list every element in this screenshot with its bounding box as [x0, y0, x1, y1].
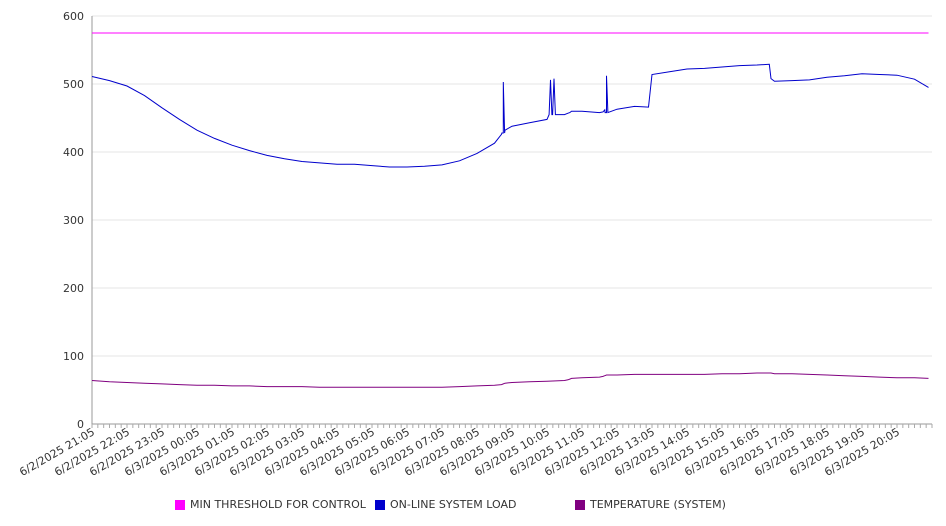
y-tick-label-400: 400 — [63, 146, 84, 159]
legend-label-temperature: TEMPERATURE (SYSTEM) — [590, 498, 726, 511]
series-line-1 — [91, 63, 929, 168]
y-tick-label-600: 600 — [63, 10, 84, 23]
y-tick-label-100: 100 — [63, 350, 84, 363]
legend-item-min-threshold: MIN THRESHOLD FOR CONTROL — [175, 498, 366, 511]
legend-label-system-load: ON-LINE SYSTEM LOAD — [390, 498, 517, 511]
legend-item-system-load: ON-LINE SYSTEM LOAD — [375, 498, 516, 511]
series-line-2 — [91, 372, 929, 388]
y-tick-label-500: 500 — [63, 78, 84, 91]
legend-swatch-min-threshold — [175, 499, 185, 510]
y-tick-label-300: 300 — [63, 214, 84, 227]
legend-item-temperature: TEMPERATURE (SYSTEM) — [575, 498, 726, 511]
y-tick-label-0: 0 — [77, 418, 84, 431]
legend-swatch-temperature — [575, 499, 585, 510]
legend: MIN THRESHOLD FOR CONTROL ON-LINE SYSTEM… — [0, 498, 946, 514]
legend-swatch-system-load — [375, 499, 385, 510]
legend-label-min-threshold: MIN THRESHOLD FOR CONTROL — [190, 498, 366, 511]
y-tick-label-200: 200 — [63, 282, 84, 295]
